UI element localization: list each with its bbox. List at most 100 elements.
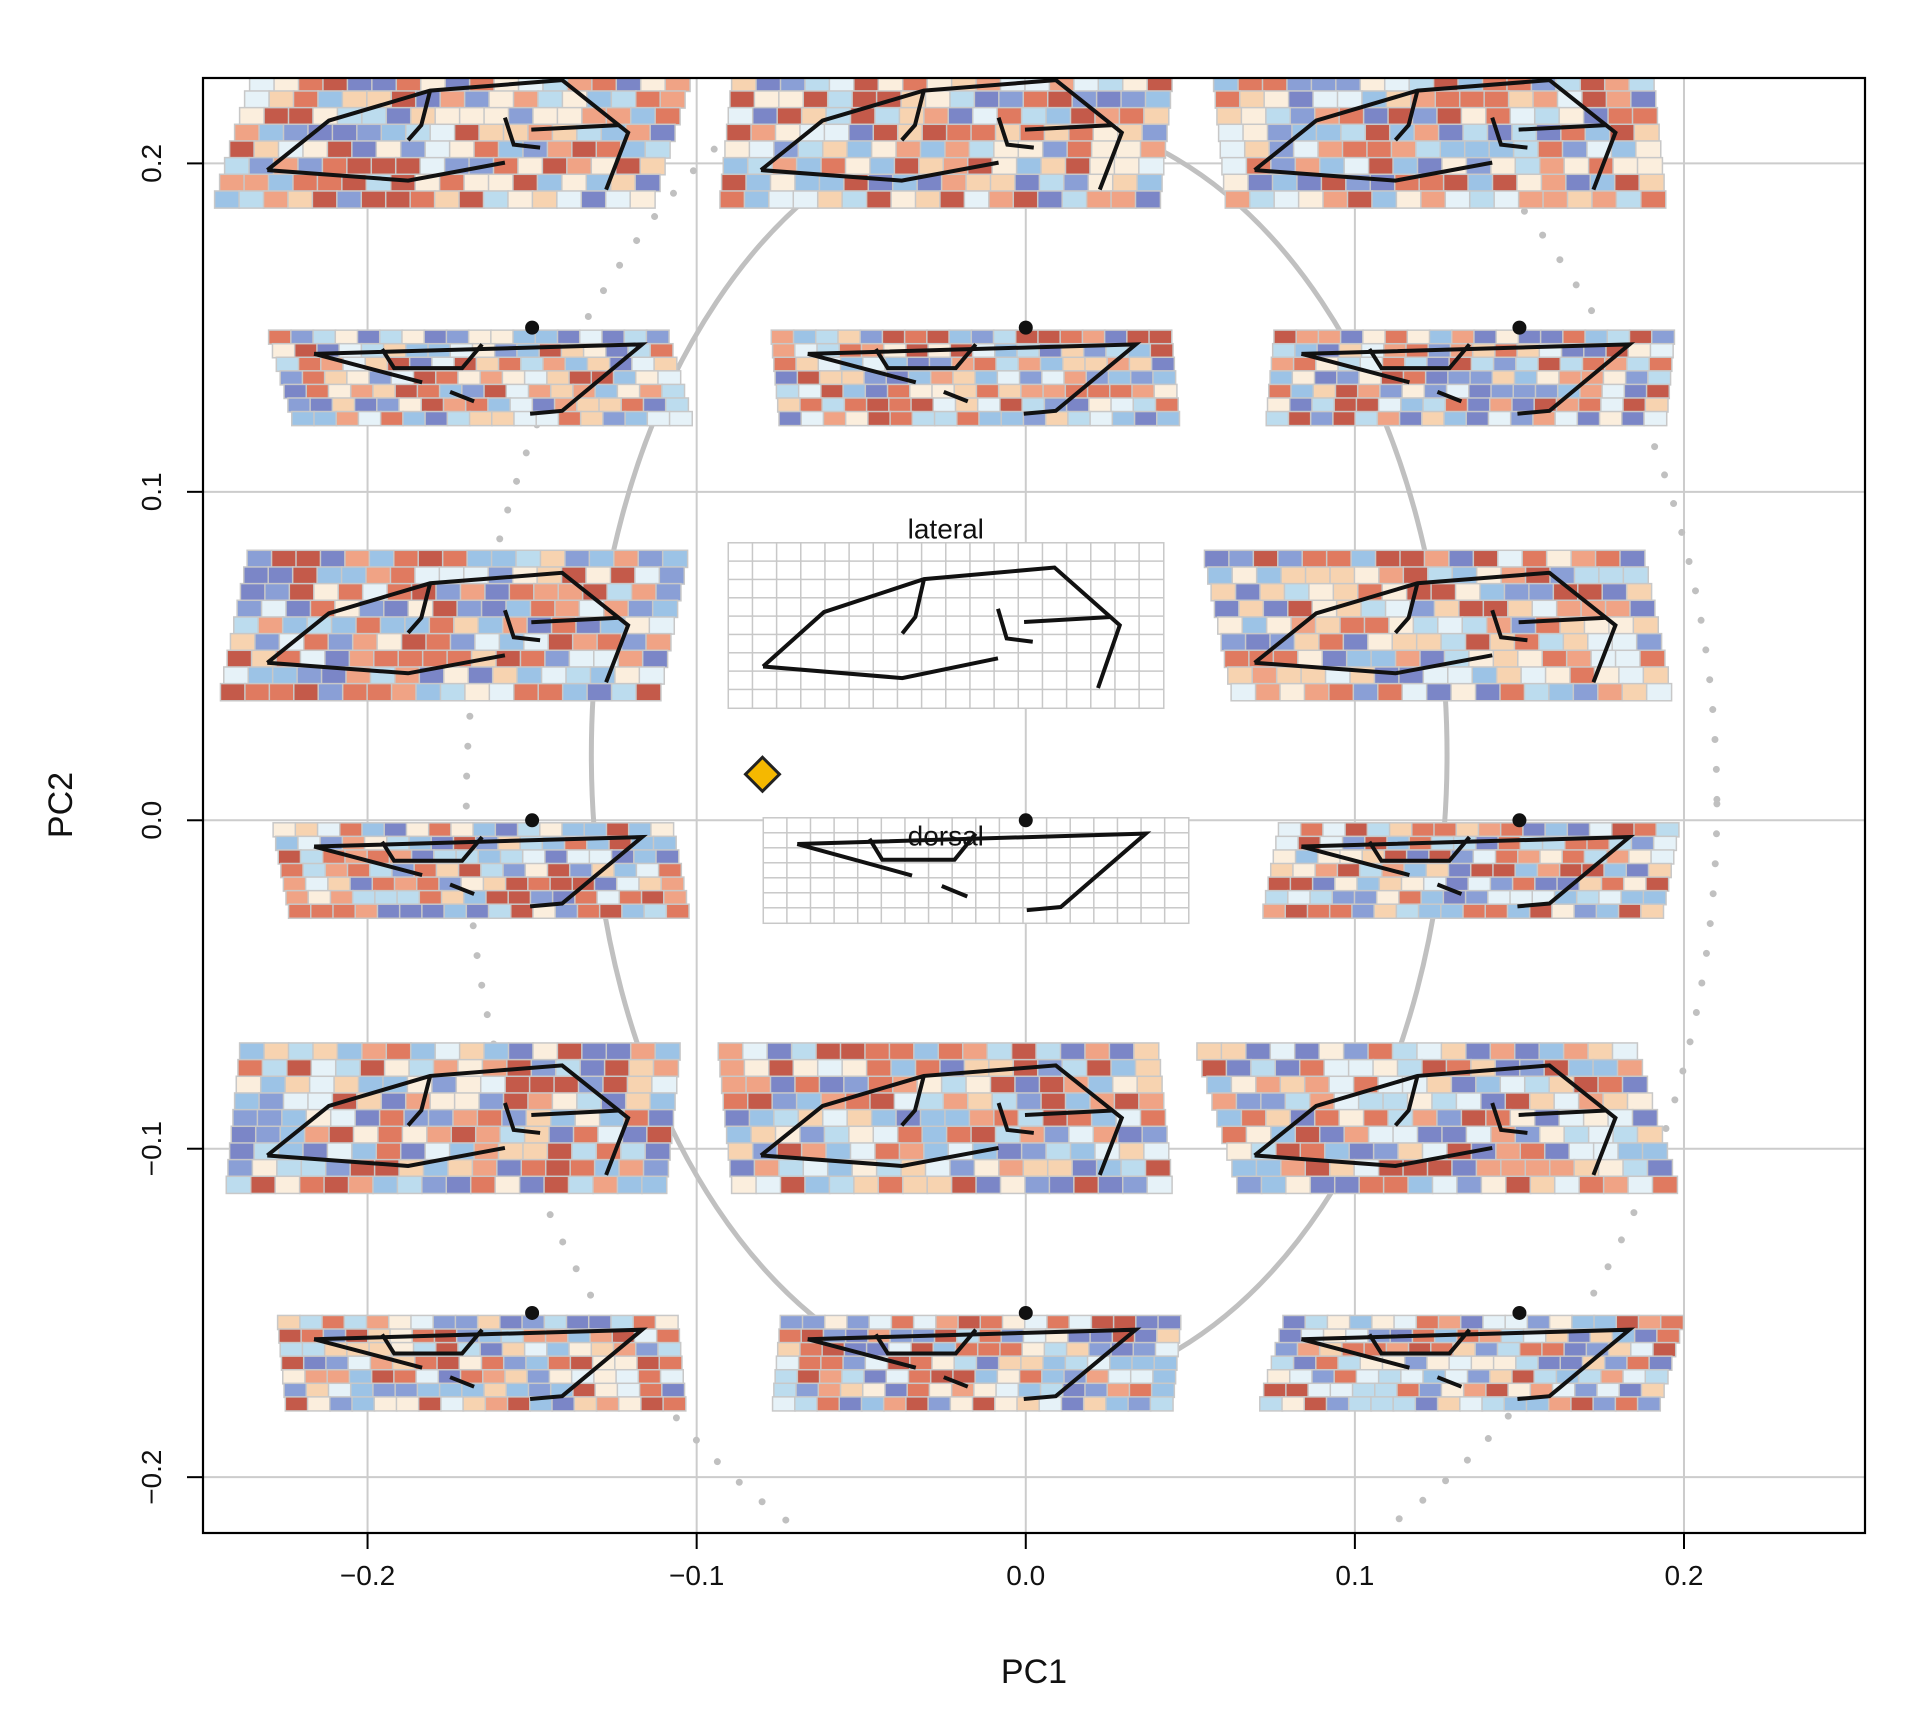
grid-cell [1391,632,1418,652]
grid-cell [824,652,851,673]
grid-cell [1469,862,1495,879]
grid-cell [546,370,571,386]
grid-cell [1280,1158,1307,1178]
grid-cell [637,549,664,569]
grid-cell [602,410,627,427]
grid-cell [351,140,378,159]
grid-cell [1139,140,1167,159]
grid-cell [537,682,564,702]
landmark-outline [267,1145,506,1168]
grid-cell [823,123,851,143]
grid-cell [279,58,304,75]
grid-cell [880,58,905,75]
grid-cell [1377,397,1403,413]
grid-cell [556,190,583,209]
grid-cell [792,1058,819,1078]
grid-cell [1357,1092,1385,1111]
grid-cell [493,342,519,359]
y-tick-label: 0.0 [136,801,167,840]
grid-cell [856,877,883,895]
grid-cell [904,892,930,910]
grid-cell [1633,123,1660,143]
grid-cell [394,383,419,400]
grid-cell [1537,1355,1562,1371]
grid-cell [1038,1075,1066,1095]
grid-cell [762,862,789,880]
grid-cell [482,876,507,892]
grid-cell [1068,1314,1093,1331]
grid-cell [661,383,686,400]
grid-cell [556,1042,584,1061]
grid-cell [856,907,883,925]
grid-cell [945,542,972,563]
grid-cell [807,58,832,75]
grid-cell [1073,1175,1100,1195]
grid-cell [659,1368,685,1385]
grid-cell [433,190,461,209]
grid-cell [541,156,569,176]
grid-cell [379,410,405,427]
grid-cell [1562,329,1587,345]
grid-cell [1136,1075,1163,1095]
grid-cell [1068,1125,1095,1145]
grid-cell [1655,822,1680,838]
grid-cell [571,1142,598,1161]
grid-cell [1138,652,1165,673]
grid-cell [1473,329,1498,345]
grid-cell [838,1396,863,1412]
grid-cell [1163,832,1190,850]
grid-cell [1234,582,1262,602]
grid-cell [1656,1328,1681,1344]
grid-cell [1648,356,1673,373]
grid-cell [586,90,613,109]
grid-cell [531,190,559,209]
grid-cell [1265,616,1293,635]
grid-cell [1462,123,1489,143]
grid-cell [483,1042,510,1061]
grid-cell [1343,1125,1370,1145]
y-tick-label: 0.1 [136,472,167,511]
grid-cell [1650,329,1676,345]
grid-cell [1436,1396,1462,1412]
grid-cell [1454,582,1482,602]
grid-cell [1217,616,1244,635]
grid-cell [581,1042,608,1061]
grid-cell [310,903,335,920]
grid-cell [989,173,1017,193]
grid-cell [1035,1042,1062,1061]
grid-cell [1318,1125,1346,1145]
grid-cell [1433,599,1461,619]
grid-cell [944,1108,971,1128]
grid-cell [397,649,424,669]
grid-cell [1645,876,1670,892]
grid-cell [1255,566,1283,585]
grid-cell [1134,1058,1162,1078]
grid-cell [554,599,581,619]
grid-cell [1015,1092,1043,1111]
grid-cell [1090,688,1117,710]
grid-cell [475,58,500,75]
grid-cell [1138,597,1165,618]
grid-cell [1251,666,1278,685]
grid-cell [727,106,754,126]
grid-cell [579,1058,606,1078]
grid-cell [1377,1368,1403,1385]
grid-cell [848,123,875,143]
grid-cell [888,1042,916,1061]
grid-cell [1314,616,1342,635]
grid-cell [1088,397,1113,413]
grid-cell [549,383,575,400]
grid-cell [1492,356,1518,373]
grid-cell [1278,1328,1303,1344]
grid-cell [727,597,754,618]
grid-cell [863,1368,888,1385]
grid-cell [1310,78,1338,93]
grid-cell [1625,582,1653,602]
grid-cell [504,1075,531,1095]
landmark-outline [996,608,1034,644]
grid-cell [1108,1042,1136,1061]
grid-cell [1447,666,1474,685]
grid-cell [1059,329,1084,345]
grid-cell [507,889,532,906]
grid-cell [1041,578,1068,600]
